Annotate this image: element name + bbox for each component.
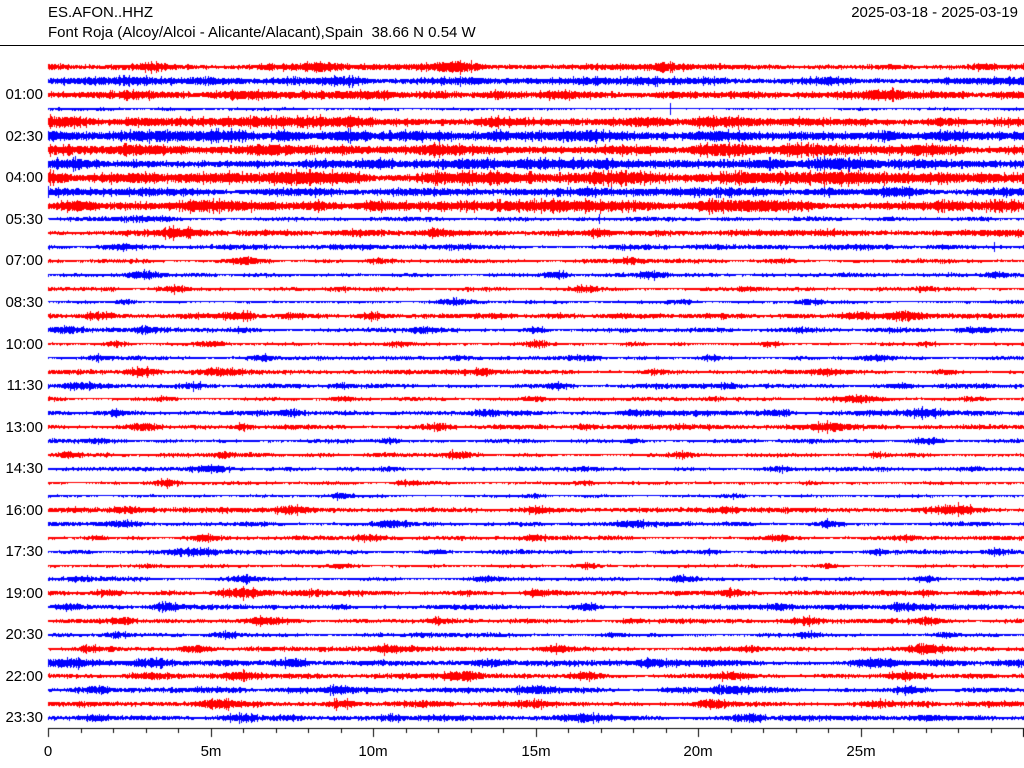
time-label: 23:30 bbox=[5, 709, 43, 726]
date-range: 2025-03-18 - 2025-03-19 bbox=[851, 4, 1018, 21]
time-label: 17:30 bbox=[5, 543, 43, 560]
time-label: 14:30 bbox=[5, 460, 43, 477]
time-label: 19:00 bbox=[5, 585, 43, 602]
time-label: 07:00 bbox=[5, 252, 43, 269]
time-label: 04:00 bbox=[5, 169, 43, 186]
time-label: 08:30 bbox=[5, 294, 43, 311]
time-label: 16:00 bbox=[5, 502, 43, 519]
time-label: 01:00 bbox=[5, 86, 43, 103]
time-label: 22:00 bbox=[5, 668, 43, 685]
x-tick-label: 0 bbox=[43, 743, 53, 760]
time-label: 20:30 bbox=[5, 626, 43, 643]
station-location: Font Roja (Alcoy/Alcoi - Alicante/Alacan… bbox=[48, 24, 476, 41]
x-tick-label: 25m bbox=[846, 743, 876, 760]
time-label: 13:00 bbox=[5, 419, 43, 436]
station-id: ES.AFON..HHZ bbox=[48, 4, 154, 21]
time-label: 11:30 bbox=[6, 377, 43, 394]
time-label: 10:00 bbox=[5, 336, 43, 353]
x-tick-label: 5m bbox=[200, 743, 222, 760]
x-tick-label: 10m bbox=[358, 743, 388, 760]
time-label: 02:30 bbox=[5, 128, 43, 145]
header-divider bbox=[0, 45, 1024, 46]
x-tick-label: 20m bbox=[683, 743, 713, 760]
time-label: 05:30 bbox=[5, 211, 43, 228]
x-tick-label: 15m bbox=[521, 743, 551, 760]
